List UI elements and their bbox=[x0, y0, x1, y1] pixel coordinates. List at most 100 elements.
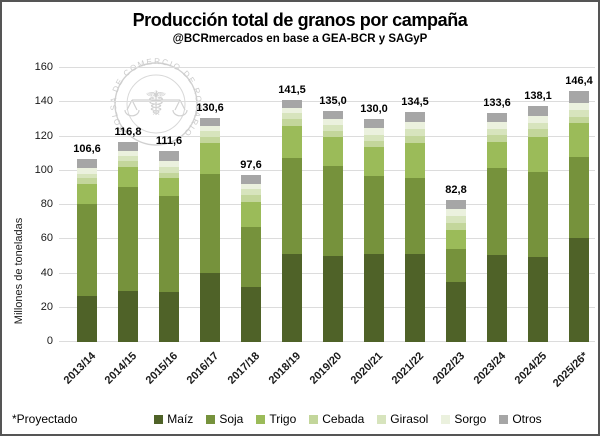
bar-segment-trigo bbox=[487, 142, 507, 169]
bar-segment-soja bbox=[241, 227, 261, 288]
bar-total-label-2017-18: 97,6 bbox=[240, 158, 262, 171]
bar-segment-trigo bbox=[569, 122, 589, 158]
bar-total-label-2025-26: 146,4 bbox=[565, 75, 593, 88]
stacked-bar-2014-15 bbox=[118, 68, 138, 342]
bar-segment-otros bbox=[118, 141, 138, 151]
bar-segment-soja bbox=[569, 157, 589, 238]
bar-segment-girasol bbox=[77, 173, 97, 178]
bar-segment-otros bbox=[323, 110, 343, 120]
bar-segment-soja bbox=[323, 165, 343, 256]
bar-segment-maiz bbox=[118, 291, 138, 342]
bar-segment-soja bbox=[77, 204, 97, 296]
bar-segment-cebada bbox=[528, 129, 548, 137]
bar-segment-cebada bbox=[405, 135, 425, 144]
bar-segment-cebada bbox=[77, 177, 97, 184]
stacked-bar-2025-26 bbox=[569, 68, 589, 342]
bar-segment-otros bbox=[159, 150, 179, 162]
gridline-160 bbox=[59, 67, 595, 68]
bar-segment-sorgo bbox=[282, 107, 302, 114]
bar-segment-cebada bbox=[159, 172, 179, 179]
bar-segment-sorgo bbox=[405, 121, 425, 129]
bar-segment-maiz bbox=[282, 253, 302, 342]
bar-segment-cebada bbox=[446, 223, 466, 231]
x-label-2023-24: 2023/24 bbox=[471, 350, 509, 387]
legend-label-girasol: Girasol bbox=[390, 412, 429, 426]
x-label-2020-21: 2020/21 bbox=[348, 350, 386, 387]
legend-item-otros: Otros bbox=[499, 412, 542, 426]
stacked-bar-2020-21 bbox=[364, 68, 384, 342]
bar-segment-sorgo bbox=[446, 208, 466, 217]
stacked-bar-2015-16 bbox=[159, 68, 179, 342]
bar-segment-soja bbox=[200, 174, 220, 273]
bar-segment-cebada bbox=[323, 130, 343, 137]
bar-total-label-2024-25: 138,1 bbox=[524, 89, 552, 102]
x-label-2025-26: 2025/26* bbox=[550, 350, 591, 390]
x-label-2016-17: 2016/17 bbox=[184, 350, 222, 387]
bar-segment-otros bbox=[405, 111, 425, 122]
bar-segment-otros bbox=[77, 159, 97, 169]
bar-segment-cebada bbox=[364, 140, 384, 147]
legend-swatch-maiz bbox=[154, 414, 164, 424]
bar-segment-otros bbox=[569, 91, 589, 103]
bar-segment-cebada bbox=[200, 136, 220, 143]
bar-segment-girasol bbox=[487, 128, 507, 135]
bar-total-label-2020-21: 130,0 bbox=[360, 103, 388, 116]
bar-segment-soja bbox=[446, 248, 466, 283]
bar-segment-maiz bbox=[528, 257, 548, 342]
bar-segment-maiz bbox=[241, 287, 261, 342]
bar-segment-otros bbox=[487, 113, 507, 123]
bar-segment-cebada bbox=[241, 195, 261, 202]
bar-segment-maiz bbox=[159, 292, 179, 342]
gridline-140 bbox=[59, 101, 595, 103]
bar-segment-soja bbox=[282, 158, 302, 254]
legend-label-soja: Soja bbox=[219, 412, 244, 426]
bar-segment-maiz bbox=[200, 272, 220, 342]
stacked-bar-2018-19 bbox=[282, 68, 302, 342]
legend-item-trigo: Trigo bbox=[256, 412, 296, 426]
bar-segment-trigo bbox=[364, 146, 384, 176]
stacked-bar-2023-24 bbox=[487, 68, 507, 342]
legend-item-cebada: Cebada bbox=[309, 412, 364, 426]
legend-items: Maíz Soja Trigo Cebada Girasol Sorgo Otros bbox=[110, 410, 586, 428]
legend: *Proyectado Maíz Soja Trigo Cebada Girasol So… bbox=[2, 410, 598, 428]
bar-segment-cebada bbox=[118, 161, 138, 167]
legend-item-sorgo: Sorgo bbox=[441, 412, 486, 426]
bar-segment-maiz bbox=[569, 237, 589, 342]
bar-segment-girasol bbox=[282, 113, 302, 120]
bar-segment-otros bbox=[364, 119, 384, 129]
bar-segment-maiz bbox=[405, 253, 425, 342]
bar-segment-soja bbox=[364, 175, 384, 254]
chart-subtitle: @BCRmercados en base a GEA-BCR y SAGyP bbox=[172, 33, 428, 45]
stacked-bar-2019-20 bbox=[323, 68, 343, 342]
bar-total-label-2023-24: 133,6 bbox=[483, 97, 511, 110]
x-label-2024-25: 2024/25 bbox=[512, 350, 550, 387]
stacked-bar-2016-17 bbox=[200, 68, 220, 342]
bar-segment-otros bbox=[200, 118, 220, 127]
legend-item-soja: Soja bbox=[206, 412, 243, 426]
y-tick-80: 80 bbox=[40, 198, 53, 210]
legend-label-maiz: Maíz bbox=[167, 412, 194, 426]
bar-segment-trigo bbox=[200, 142, 220, 175]
legend-swatch-sorgo bbox=[441, 414, 451, 424]
bar-segment-trigo bbox=[282, 125, 302, 159]
legend-swatch-cebada bbox=[309, 414, 319, 424]
bar-segment-trigo bbox=[159, 178, 179, 197]
legend-item-girasol: Girasol bbox=[377, 412, 428, 426]
bar-segment-girasol bbox=[405, 128, 425, 136]
legend-swatch-soja bbox=[206, 414, 216, 424]
footnote-proyectado: *Proyectado bbox=[12, 412, 78, 426]
y-tick-40: 40 bbox=[40, 266, 53, 279]
bar-segment-trigo bbox=[241, 201, 261, 228]
legend-item-maiz: Maíz bbox=[154, 412, 193, 426]
bar-total-label-2014-15: 116,8 bbox=[114, 125, 142, 138]
bar-segment-cebada bbox=[487, 134, 507, 143]
legend-label-otros: Otros bbox=[512, 412, 542, 426]
bar-total-label-2013-14: 106,6 bbox=[73, 143, 101, 156]
stacked-bar-2017-18 bbox=[241, 68, 261, 342]
bar-segment-soja bbox=[487, 168, 507, 255]
stacked-bar-2021-22 bbox=[405, 68, 425, 342]
bar-segment-maiz bbox=[364, 253, 384, 342]
bar-segment-sorgo bbox=[77, 168, 97, 174]
legend-swatch-trigo bbox=[256, 414, 266, 424]
